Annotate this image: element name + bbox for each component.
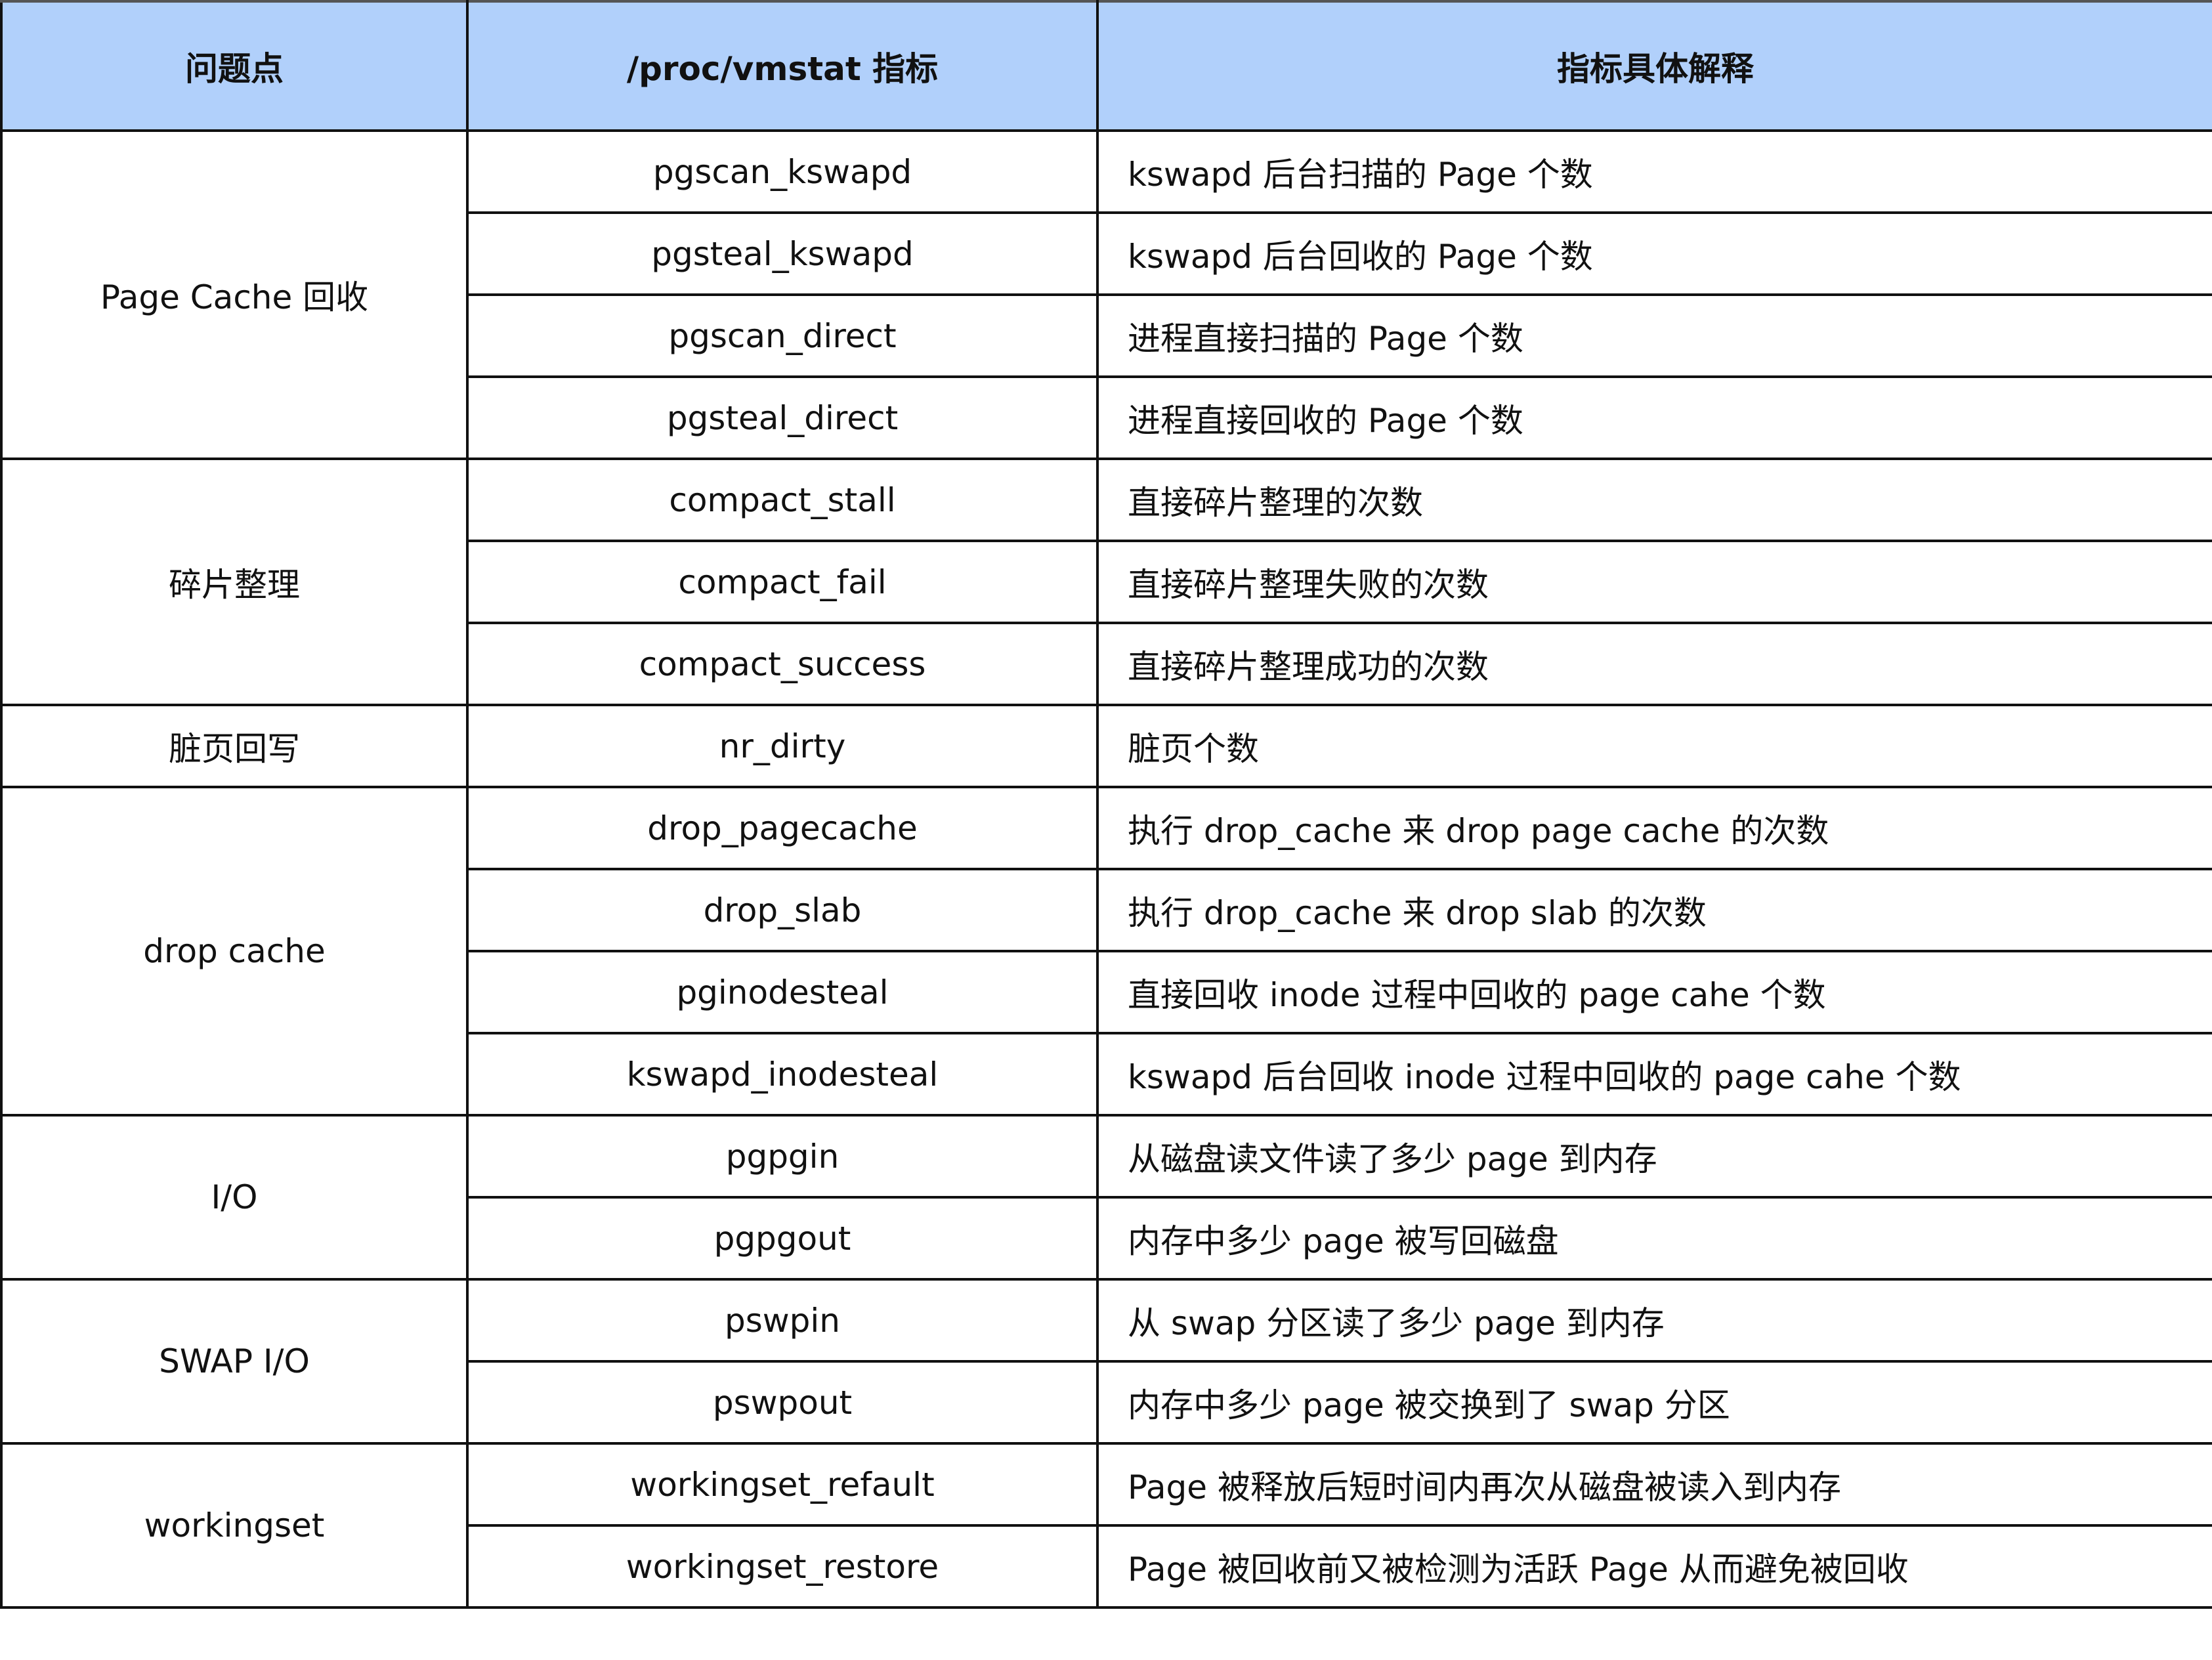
table-row: I/O pgpgin 从磁盘读文件读了多少 page 到内存 — [0, 1114, 2212, 1281]
table-row: SWAP I/O pswpin 从 swap 分区读了多少 page 到内存 — [0, 1278, 2212, 1445]
explanation-cell: 内存中多少 page 被交换到了 swap 分区 — [1096, 1360, 2212, 1445]
metric-cell: workingset_refault — [466, 1442, 1099, 1527]
explanation-cell: kswapd 后台扫描的 Page 个数 — [1096, 129, 2212, 214]
problem-cell: I/O — [0, 1114, 469, 1281]
explanation-cell: 直接碎片整理失败的次数 — [1096, 540, 2212, 624]
metric-cell: workingset_restore — [466, 1524, 1099, 1609]
table-row: compact_success 直接碎片整理成功的次数 — [1, 622, 2212, 706]
problem-cell: 碎片整理 — [0, 458, 469, 706]
table-row: 碎片整理 compact_stall 直接碎片整理的次数 — [0, 458, 2212, 706]
metric-cell: pgsteal_kswapd — [466, 211, 1099, 296]
metric-cell: compact_success — [466, 622, 1099, 706]
metric-cell: pgscan_direct — [466, 293, 1099, 378]
table-row: pgsteal_direct 进程直接回收的 Page 个数 — [1, 375, 2212, 460]
table-row: workingset_restore Page 被回收前又被检测为活跃 Page … — [1, 1524, 2212, 1609]
table-row: compact_fail 直接碎片整理失败的次数 — [1, 540, 2212, 624]
table-row: drop cache drop_pagecache 执行 drop_cache 来 … — [0, 786, 2212, 1117]
explanation-cell: 脏页个数 — [1096, 704, 2212, 788]
problem-cell: Page Cache 回收 — [0, 129, 469, 460]
explanation-cell: Page 被释放后短时间内再次从磁盘被读入到内存 — [1096, 1442, 2212, 1527]
metric-cell: pgsteal_direct — [466, 375, 1099, 460]
header-metric: /proc/vmstat 指标 — [466, 0, 1099, 132]
header-problem: 问题点 — [0, 0, 469, 132]
vmstat-metrics-table: 问题点 /proc/vmstat 指标 指标具体解释 Page Cache 回收… — [0, 0, 2212, 1609]
metric-cell: pswpout — [466, 1360, 1099, 1445]
explanation-cell: 直接回收 inode 过程中回收的 page cahe 个数 — [1096, 950, 2212, 1034]
metric-cell: drop_slab — [466, 868, 1099, 952]
table-row: workingset workingset_refault Page 被释放后短时间… — [0, 1442, 2212, 1609]
header-row: 问题点 /proc/vmstat 指标 指标具体解释 — [0, 0, 2212, 132]
metric-cell: compact_fail — [466, 540, 1099, 624]
explanation-cell: kswapd 后台回收 inode 过程中回收的 page cahe 个数 — [1096, 1032, 2212, 1117]
metric-cell: compact_stall — [466, 458, 1099, 542]
metric-cell: nr_dirty — [466, 704, 1099, 788]
metric-cell: pswpin — [466, 1278, 1099, 1363]
problem-cell: workingset — [0, 1442, 469, 1609]
metric-cell: pgpgin — [466, 1114, 1099, 1199]
explanation-cell: 直接碎片整理成功的次数 — [1096, 622, 2212, 706]
explanation-cell: 执行 drop_cache 来 drop slab 的次数 — [1096, 868, 2212, 952]
problem-cell: SWAP I/O — [0, 1278, 469, 1445]
table-row: pswpout 内存中多少 page 被交换到了 swap 分区 — [1, 1360, 2212, 1445]
table-row: drop_slab 执行 drop_cache 来 drop slab 的次数 — [1, 868, 2212, 952]
table-row: Page Cache 回收 pgscan_kswapd kswapd 后台扫描的 P… — [0, 129, 2212, 460]
metric-cell: drop_pagecache — [466, 786, 1099, 870]
table-row: 脏页回写 nr_dirty 脏页个数 — [0, 704, 2212, 788]
table-row: pginodesteal 直接回收 inode 过程中回收的 page cahe … — [1, 950, 2212, 1034]
header-explanation: 指标具体解释 — [1096, 0, 2212, 132]
explanation-cell: 执行 drop_cache 来 drop page cache 的次数 — [1096, 786, 2212, 870]
explanation-cell: 内存中多少 page 被写回磁盘 — [1096, 1196, 2212, 1281]
table-row: kswapd_inodesteal kswapd 后台回收 inode 过程中回收… — [1, 1032, 2212, 1117]
metric-cell: pgscan_kswapd — [466, 129, 1099, 214]
explanation-cell: 直接碎片整理的次数 — [1096, 458, 2212, 542]
table-row: pgpgout 内存中多少 page 被写回磁盘 — [1, 1196, 2212, 1281]
explanation-cell: 从 swap 分区读了多少 page 到内存 — [1096, 1278, 2212, 1363]
metric-cell: pgpgout — [466, 1196, 1099, 1281]
explanation-cell: kswapd 后台回收的 Page 个数 — [1096, 211, 2212, 296]
table-row: pgsteal_kswapd kswapd 后台回收的 Page 个数 — [1, 211, 2212, 296]
explanation-cell: 从磁盘读文件读了多少 page 到内存 — [1096, 1114, 2212, 1199]
explanation-cell: 进程直接回收的 Page 个数 — [1096, 375, 2212, 460]
table-row: pgscan_direct 进程直接扫描的 Page 个数 — [1, 293, 2212, 378]
explanation-cell: Page 被回收前又被检测为活跃 Page 从而避免被回收 — [1096, 1524, 2212, 1609]
metric-cell: kswapd_inodesteal — [466, 1032, 1099, 1117]
explanation-cell: 进程直接扫描的 Page 个数 — [1096, 293, 2212, 378]
problem-cell: drop cache — [0, 786, 469, 1117]
problem-cell: 脏页回写 — [0, 704, 469, 788]
metric-cell: pginodesteal — [466, 950, 1099, 1034]
